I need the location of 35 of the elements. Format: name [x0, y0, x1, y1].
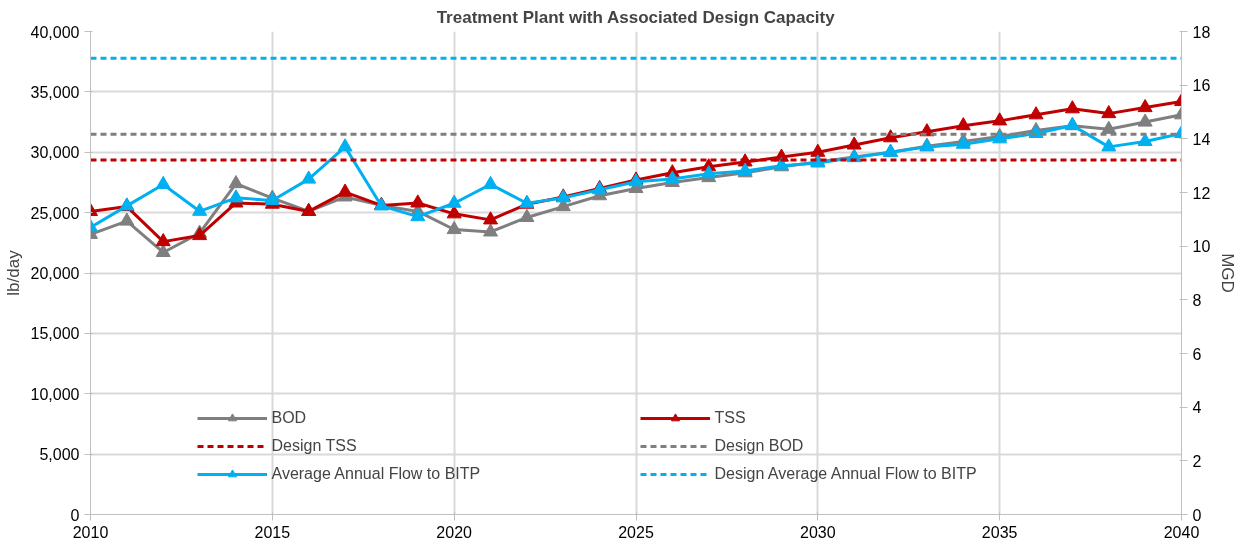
x-tick-label: 2010 — [72, 523, 109, 541]
y-tick-label: 30,000 — [30, 144, 80, 162]
legend-label: Average Annual Flow to BITP — [271, 465, 482, 483]
y2-tick-label: 10 — [1192, 238, 1211, 256]
x-tick-label: 2035 — [981, 523, 1018, 541]
y-tick-label: 25,000 — [30, 204, 80, 222]
y2-tick-label: 12 — [1192, 184, 1211, 202]
x-tick-label: 2040 — [1163, 523, 1200, 541]
x-tick-label: 2020 — [436, 523, 473, 541]
chart-title: Treatment Plant with Associated Design Capacity — [436, 7, 836, 27]
x-tick-label: 2015 — [254, 523, 291, 541]
y-tick-label: 35,000 — [30, 83, 80, 101]
y2-tick-label: 14 — [1192, 130, 1211, 148]
y2-tick-label: 18 — [1192, 23, 1211, 41]
y2-tick-label: 2 — [1192, 452, 1202, 470]
legend-label: BOD — [271, 409, 308, 427]
y2-tick-label: 6 — [1192, 345, 1202, 363]
y2-axis-title: MGD — [1218, 253, 1238, 293]
legend-label: Design Average Annual Flow to BITP — [714, 465, 978, 483]
legend-label: Design TSS — [271, 437, 358, 455]
y2-tick-label: 16 — [1192, 77, 1211, 95]
y-tick-label: 20,000 — [30, 265, 80, 282]
y-tick-label: 0 — [70, 506, 80, 524]
x-tick-label: 2030 — [800, 523, 836, 541]
y-tick-label: 40,000 — [30, 23, 80, 41]
y-tick-label: 5,000 — [39, 446, 80, 464]
y-tick-label: 10,000 — [30, 385, 80, 403]
y2-tick-label: 8 — [1192, 291, 1202, 309]
y-axis-title: lb/day — [3, 249, 23, 296]
legend-label: Design BOD — [714, 437, 805, 455]
y-tick-label: 15,000 — [30, 325, 80, 343]
y2-tick-label: 4 — [1192, 399, 1202, 417]
x-tick-label: 2025 — [618, 523, 654, 541]
y2-tick-label: 0 — [1192, 506, 1202, 524]
legend-label: TSS — [714, 409, 747, 427]
